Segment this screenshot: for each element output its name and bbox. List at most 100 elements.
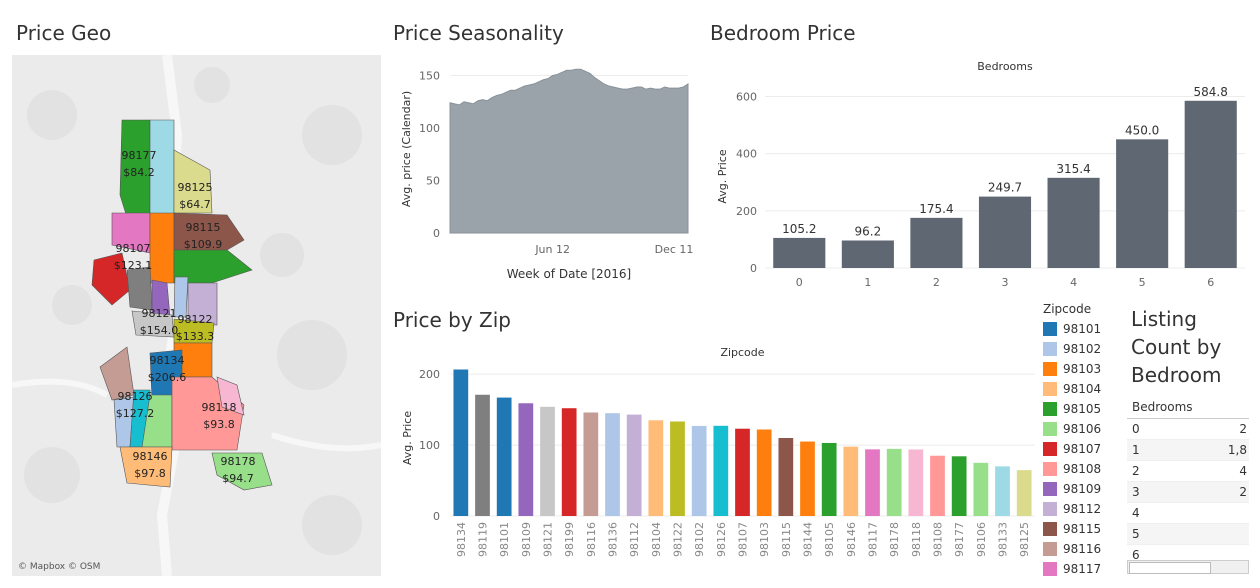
bar[interactable] <box>773 237 826 268</box>
bar[interactable] <box>670 421 685 516</box>
y-tick-label: 0 <box>750 262 757 275</box>
table-row[interactable]: 1 1,8 <box>1127 440 1249 461</box>
legend-item[interactable]: 98116 <box>1043 539 1123 559</box>
bar[interactable] <box>475 394 490 516</box>
bar[interactable] <box>583 412 599 516</box>
bar[interactable] <box>496 397 512 516</box>
zip-98178-region[interactable] <box>211 452 273 491</box>
bedroom-price-chart[interactable]: 0 200 400 600 Bedrooms 105.2 0 96.2 1 175.4 2 249.7… <box>710 55 1250 295</box>
price-by-zip-chart[interactable]: 0 100 200 Zipcode 98134 98119 98101 98109 98121 9… <box>393 340 1038 580</box>
zip-98115-region[interactable] <box>173 212 245 251</box>
zip-98125-region[interactable] <box>173 149 213 214</box>
y-axis-label: Avg. Price <box>401 411 414 465</box>
seasonality-chart[interactable]: 0 50 100 150 Jun 12 Dec 11 Week of Date [2016]… <box>393 55 703 290</box>
price-geo-map[interactable]: 98177 $84.2 98125 $64.7 98115 $109.9 981… <box>12 55 381 576</box>
bar[interactable] <box>648 420 664 516</box>
bar[interactable] <box>886 448 902 516</box>
bar[interactable] <box>978 196 1032 268</box>
map-attribution: © Mapbox © OSM <box>18 562 100 572</box>
map-price-label: $109.9 <box>184 238 223 251</box>
listing-table[interactable]: Bedrooms 0 2 1 1,8 2 4 3 2 4 5 6 <box>1127 400 1249 566</box>
zip-98103-region[interactable] <box>149 212 175 284</box>
bar[interactable] <box>865 449 880 516</box>
table-row[interactable]: 5 <box>1127 524 1249 545</box>
map-price-label: $97.8 <box>134 467 166 480</box>
legend-item[interactable]: 98101 <box>1043 319 1123 339</box>
x-tick-label: 98144 <box>802 522 815 557</box>
map-price-label: $94.7 <box>222 472 254 485</box>
data-label: 96.2 <box>854 224 881 238</box>
legend-item[interactable]: 98102 <box>1043 339 1123 359</box>
x-tick-label: 98109 <box>520 522 533 557</box>
bar[interactable] <box>778 438 794 516</box>
listing-scrollbar[interactable] <box>1127 560 1249 574</box>
bar[interactable] <box>1016 470 1032 516</box>
legend-item[interactable]: 98115 <box>1043 519 1123 539</box>
bar[interactable] <box>1184 100 1237 268</box>
bar[interactable] <box>518 403 534 516</box>
bar[interactable] <box>1116 139 1169 268</box>
x-tick-label: 5 <box>1139 276 1146 289</box>
legend-item[interactable]: 98117 <box>1043 559 1123 579</box>
seasonality-area[interactable] <box>449 68 689 234</box>
bar[interactable] <box>605 413 620 516</box>
bar[interactable] <box>930 455 945 516</box>
zip-98117-region[interactable] <box>216 376 245 416</box>
zip-98105-region[interactable] <box>173 249 253 284</box>
zip-98199-region[interactable] <box>91 252 131 306</box>
map-zip-label: 98125 <box>178 181 213 194</box>
bar[interactable] <box>735 428 750 516</box>
map-price-label: $64.7 <box>179 198 211 211</box>
y-tick-label: 200 <box>736 205 757 218</box>
scrollbar-thumb[interactable] <box>1129 562 1211 574</box>
bar[interactable] <box>756 429 772 516</box>
zip-98119-region[interactable] <box>126 266 153 311</box>
legend-item[interactable]: 98105 <box>1043 399 1123 419</box>
zip-98102-region[interactable] <box>173 276 189 318</box>
zip-98112-region[interactable] <box>187 282 218 326</box>
legend-item[interactable]: 98112 <box>1043 499 1123 519</box>
legend-item[interactable]: 98109 <box>1043 479 1123 499</box>
bar[interactable] <box>995 466 1010 516</box>
bar[interactable] <box>843 446 859 516</box>
map-svg[interactable]: 98177 $84.2 98125 $64.7 98115 $109.9 981… <box>12 55 381 576</box>
zip-98146-region[interactable] <box>119 446 173 488</box>
listing-title-text: Listing Count by Bedroom <box>1131 307 1222 387</box>
bar[interactable] <box>800 441 815 516</box>
legend-swatch <box>1043 562 1057 576</box>
table-row[interactable]: 4 <box>1127 503 1249 524</box>
x-tick-label: 98108 <box>932 522 945 557</box>
legend-label: 98101 <box>1063 322 1102 336</box>
bar[interactable] <box>1047 177 1100 268</box>
legend-item[interactable]: 98103 <box>1043 359 1123 379</box>
data-label: 450.0 <box>1125 123 1159 137</box>
bar[interactable] <box>540 406 555 516</box>
legend-item[interactable]: 98106 <box>1043 419 1123 439</box>
bar[interactable] <box>713 425 729 516</box>
legend-item[interactable]: 98107 <box>1043 439 1123 459</box>
x-tick-label: 98116 <box>585 522 598 557</box>
bar[interactable] <box>908 449 924 516</box>
x-tick-label: 98103 <box>758 522 771 557</box>
bar[interactable] <box>626 414 642 516</box>
bar[interactable] <box>951 456 967 516</box>
bar[interactable] <box>841 240 894 268</box>
legend-item[interactable]: 98104 <box>1043 379 1123 399</box>
bar[interactable] <box>561 408 577 516</box>
y-axis-label: Avg. Price <box>716 149 729 203</box>
bar[interactable] <box>691 425 707 516</box>
bar[interactable] <box>453 369 469 516</box>
legend-swatch <box>1043 442 1057 456</box>
legend-swatch <box>1043 342 1057 356</box>
x-tick-label: 98107 <box>737 522 750 557</box>
bar[interactable] <box>973 462 989 516</box>
bar[interactable] <box>910 217 963 268</box>
data-label: 105.2 <box>782 222 816 236</box>
bedroom-cell: 3 <box>1132 485 1140 499</box>
bar[interactable] <box>821 442 837 516</box>
legend-item[interactable]: 98108 <box>1043 459 1123 479</box>
y-tick-label: 150 <box>419 70 440 83</box>
